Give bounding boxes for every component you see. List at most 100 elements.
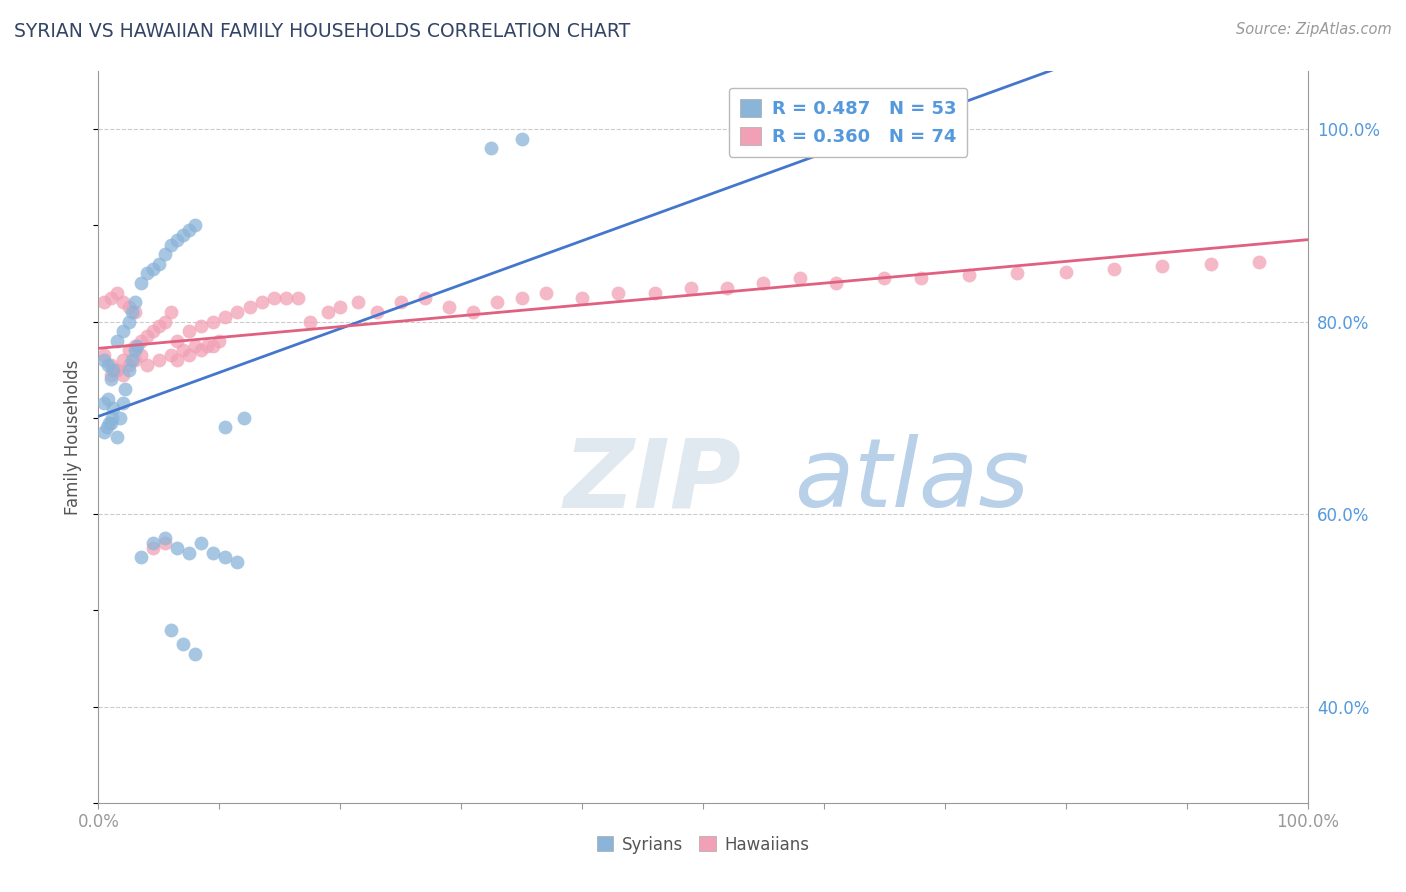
Point bbox=[287, 291, 309, 305]
Point bbox=[263, 291, 285, 305]
Point bbox=[1007, 267, 1029, 281]
Point bbox=[166, 334, 188, 348]
Point bbox=[329, 300, 352, 314]
Point bbox=[100, 410, 122, 425]
Point bbox=[172, 227, 194, 242]
Point bbox=[100, 358, 122, 372]
Point bbox=[142, 261, 165, 276]
Point bbox=[153, 536, 176, 550]
Point bbox=[111, 324, 134, 338]
Point bbox=[534, 285, 557, 300]
Point bbox=[93, 348, 115, 362]
Point bbox=[93, 396, 115, 410]
Point bbox=[111, 368, 134, 382]
Point bbox=[97, 358, 120, 372]
Point bbox=[389, 295, 412, 310]
Point bbox=[124, 295, 146, 310]
Point bbox=[571, 291, 593, 305]
Point bbox=[124, 338, 146, 352]
Point bbox=[96, 420, 118, 434]
Point bbox=[208, 334, 231, 348]
Point bbox=[121, 353, 143, 368]
Point bbox=[127, 338, 149, 352]
Point bbox=[214, 310, 236, 324]
Point bbox=[184, 647, 207, 661]
Point bbox=[135, 329, 157, 343]
Point bbox=[366, 305, 388, 319]
Point bbox=[124, 343, 146, 358]
Point bbox=[510, 291, 533, 305]
Point bbox=[105, 285, 128, 300]
Point bbox=[142, 324, 165, 338]
Point bbox=[226, 305, 249, 319]
Point bbox=[1102, 261, 1125, 276]
Point bbox=[118, 315, 141, 329]
Point bbox=[101, 401, 124, 416]
Point bbox=[644, 285, 666, 300]
Text: atlas: atlas bbox=[793, 434, 1029, 527]
Point bbox=[118, 300, 141, 314]
Point bbox=[226, 555, 249, 569]
Point bbox=[179, 223, 201, 237]
Point bbox=[108, 410, 131, 425]
Point bbox=[142, 536, 165, 550]
Text: Source: ZipAtlas.com: Source: ZipAtlas.com bbox=[1236, 22, 1392, 37]
Point bbox=[160, 305, 183, 319]
Point bbox=[789, 271, 811, 285]
Point bbox=[437, 300, 460, 314]
Point bbox=[111, 353, 134, 368]
Point bbox=[97, 392, 120, 406]
Point bbox=[118, 362, 141, 376]
Point bbox=[166, 353, 188, 368]
Point bbox=[166, 541, 188, 555]
Point bbox=[166, 233, 188, 247]
Point bbox=[214, 420, 236, 434]
Point bbox=[101, 362, 124, 376]
Point bbox=[239, 300, 262, 314]
Point bbox=[160, 237, 183, 252]
Point bbox=[111, 295, 134, 310]
Point bbox=[135, 358, 157, 372]
Point bbox=[347, 295, 370, 310]
Point bbox=[153, 531, 176, 545]
Point bbox=[910, 271, 932, 285]
Point bbox=[957, 268, 980, 283]
Point bbox=[190, 343, 212, 358]
Point bbox=[179, 348, 201, 362]
Point bbox=[135, 267, 157, 281]
Point bbox=[105, 334, 128, 348]
Point bbox=[184, 219, 207, 233]
Point bbox=[1152, 259, 1174, 273]
Point bbox=[148, 257, 170, 271]
Point bbox=[129, 334, 152, 348]
Point bbox=[118, 358, 141, 372]
Point bbox=[232, 410, 254, 425]
Point bbox=[148, 319, 170, 334]
Point bbox=[250, 295, 273, 310]
Point bbox=[1199, 257, 1222, 271]
Point bbox=[1249, 255, 1271, 269]
Point bbox=[121, 305, 143, 319]
Point bbox=[486, 295, 509, 310]
Point bbox=[142, 541, 165, 555]
Point bbox=[299, 315, 322, 329]
Point bbox=[93, 353, 115, 368]
Point bbox=[607, 285, 630, 300]
Point bbox=[274, 291, 297, 305]
Point bbox=[98, 416, 121, 430]
Point bbox=[202, 338, 225, 352]
Point bbox=[118, 343, 141, 358]
Point bbox=[148, 353, 170, 368]
Point bbox=[873, 271, 896, 285]
Point bbox=[716, 281, 738, 295]
Point bbox=[481, 141, 503, 155]
Point bbox=[172, 637, 194, 651]
Legend: Syrians, Hawaiians: Syrians, Hawaiians bbox=[591, 829, 815, 860]
Point bbox=[752, 276, 775, 290]
Point bbox=[179, 324, 201, 338]
Point bbox=[124, 305, 146, 319]
Point bbox=[160, 623, 183, 637]
Point bbox=[413, 291, 436, 305]
Point bbox=[179, 545, 201, 559]
Point bbox=[124, 353, 146, 368]
